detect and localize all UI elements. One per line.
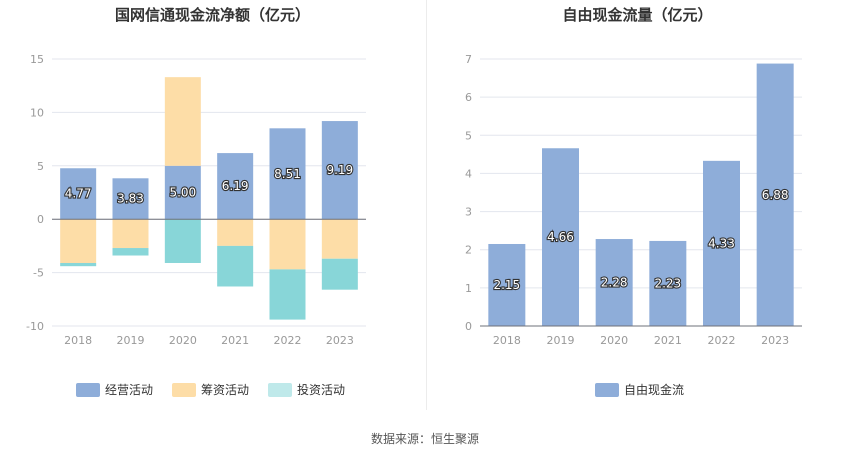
bar-自由现金流-2020 (595, 239, 633, 326)
legend-label: 筹资活动 (201, 383, 249, 397)
bar-自由现金流-2019 (542, 148, 579, 326)
bar-投资活动-2022 (269, 269, 306, 320)
data-label: 5.00 (169, 186, 196, 200)
y-tick-label: 0 (37, 213, 44, 226)
x-tick-label: 2022 (274, 334, 302, 347)
x-tick-label: 2020 (169, 334, 197, 347)
bar-自由现金流-2018 (488, 243, 526, 326)
data-label: 4.33 (708, 236, 735, 250)
x-tick-label: 2019 (547, 334, 575, 347)
data-label: 8.51 (274, 167, 301, 181)
panel-divider (426, 0, 427, 410)
y-tick-label: 0 (465, 320, 472, 333)
bar-经营活动-2023 (321, 121, 358, 220)
bar-经营活动-2020 (164, 165, 201, 220)
y-tick-label: 6 (465, 91, 472, 104)
legend-swatch-经营活动 (76, 383, 100, 397)
y-tick-label: 4 (465, 167, 472, 180)
bar-投资活动-2023 (321, 258, 358, 290)
y-tick-label: 7 (465, 53, 472, 66)
legend-label: 经营活动 (105, 383, 153, 397)
data-label: 2.28 (601, 276, 628, 290)
data-label: 4.77 (65, 187, 92, 201)
bar-筹资活动-2023 (321, 219, 358, 259)
legend-label: 投资活动 (297, 382, 345, 397)
bar-筹资活动-2018 (60, 219, 97, 263)
chart-title-free-cashflow: 自由现金流量（亿元） (562, 6, 713, 24)
y-tick-label: 1 (465, 282, 472, 295)
bar-投资活动-2018 (60, 262, 97, 267)
y-tick-label: 2 (465, 244, 472, 257)
bar-筹资活动-2019 (112, 219, 149, 249)
x-tick-label: 2020 (600, 334, 628, 347)
legend-label: 自由现金流 (624, 382, 684, 397)
y-tick-label: 10 (30, 106, 44, 119)
bar-投资活动-2021 (217, 245, 254, 287)
bar-自由现金流-2021 (649, 240, 687, 326)
bar-投资活动-2019 (112, 248, 149, 256)
x-tick-label: 2018 (493, 334, 521, 347)
data-label: 6.19 (222, 179, 249, 193)
legend-swatch-筹资活动 (172, 383, 196, 397)
legend-swatch-投资活动 (268, 383, 292, 397)
bar-筹资活动-2020 (164, 77, 201, 166)
bar-自由现金流-2022 (703, 160, 740, 326)
x-tick-label: 2022 (708, 334, 736, 347)
bar-自由现金流-2023 (756, 63, 794, 326)
y-tick-label: -5 (33, 267, 44, 280)
data-source: 数据来源：恒生聚源 (370, 432, 479, 446)
bar-经营活动-2021 (217, 153, 254, 220)
bar-经营活动-2018 (60, 168, 97, 220)
data-label: 3.83 (117, 192, 144, 206)
bar-筹资活动-2022 (269, 219, 306, 270)
y-tick-label: -10 (26, 320, 44, 333)
bar-经营活动-2022 (269, 128, 306, 220)
x-tick-label: 2023 (761, 334, 789, 347)
bar-筹资活动-2021 (217, 219, 254, 246)
data-label: 9.19 (326, 163, 353, 177)
bar-经营活动-2019 (112, 178, 149, 220)
data-label: 4.66 (547, 230, 574, 244)
x-tick-label: 2019 (117, 334, 145, 347)
legend-swatch-自由现金流 (595, 383, 619, 397)
data-label: 6.88 (762, 188, 789, 202)
x-tick-label: 2023 (326, 334, 354, 347)
x-tick-label: 2018 (64, 334, 92, 347)
x-tick-label: 2021 (221, 334, 249, 347)
bar-投资活动-2020 (164, 219, 201, 263)
chart-title-cashflow: 国网信通现金流净额（亿元） (114, 6, 310, 24)
x-tick-label: 2021 (654, 334, 682, 347)
data-label: 2.23 (654, 276, 681, 290)
y-tick-label: 5 (37, 160, 44, 173)
data-label: 2.15 (493, 278, 520, 292)
y-tick-label: 5 (465, 129, 472, 142)
y-tick-label: 3 (465, 206, 472, 219)
y-tick-label: 15 (30, 53, 44, 66)
